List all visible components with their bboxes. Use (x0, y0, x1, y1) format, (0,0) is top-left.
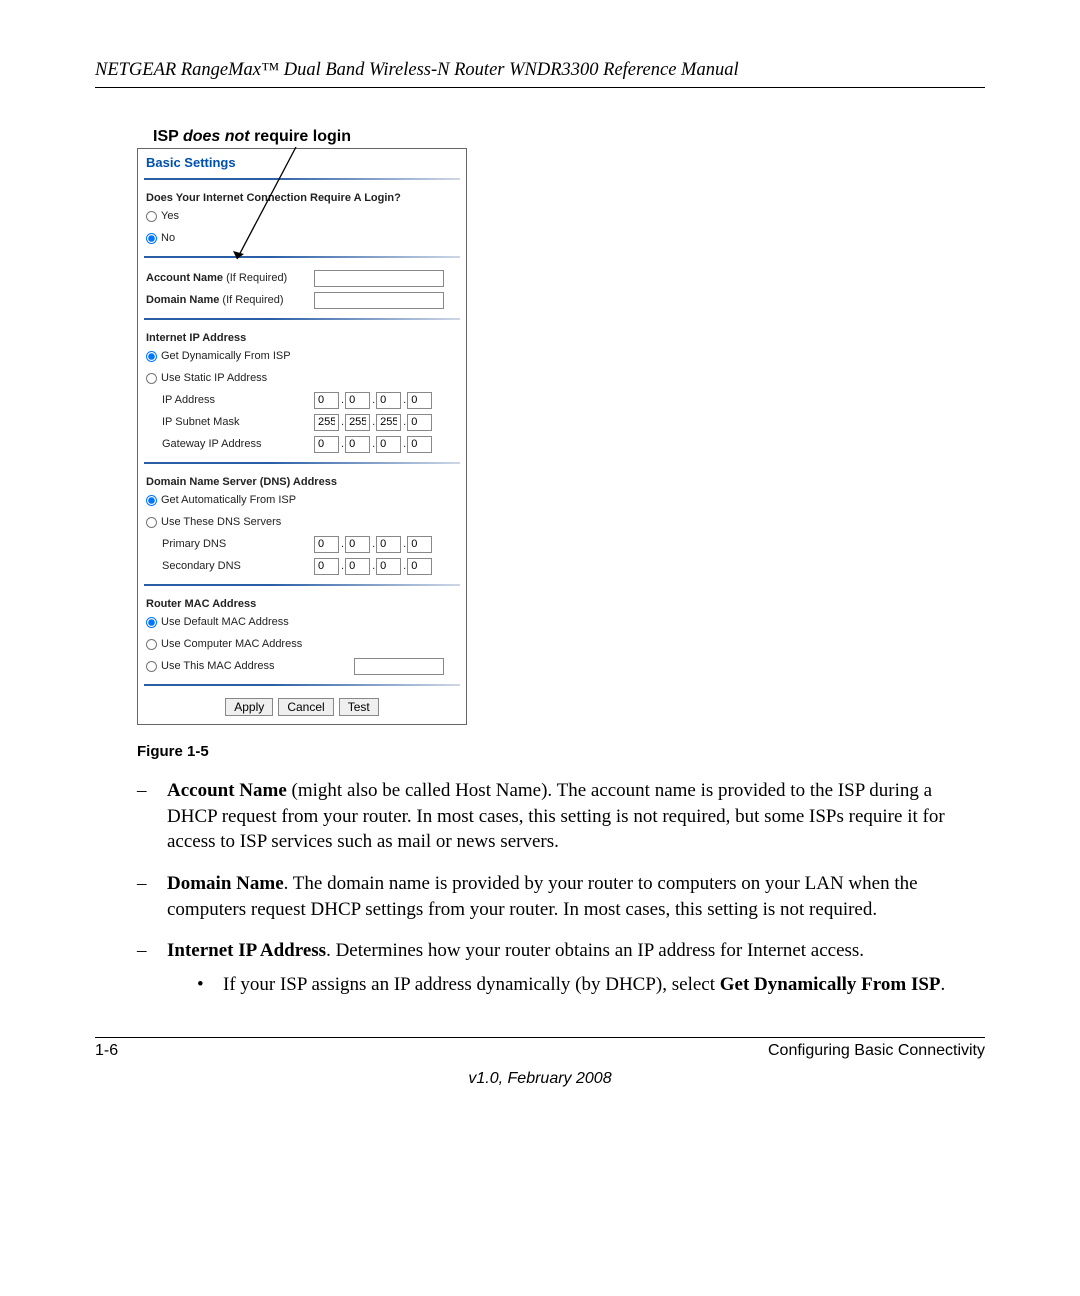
divider (144, 318, 460, 320)
dns-section-title: Domain Name Server (DNS) Address (146, 476, 458, 488)
mac-this-input[interactable] (354, 658, 444, 675)
page-header: NETGEAR RangeMax™ Dual Band Wireless-N R… (95, 60, 985, 88)
sub1-bold: Get Dynamically From ISP (720, 974, 941, 995)
divider (144, 178, 460, 180)
sdns-oct2[interactable] (345, 558, 370, 575)
sub-list: If your ISP assigns an IP address dynami… (197, 972, 985, 998)
divider (144, 256, 460, 258)
ip-static-radio[interactable] (146, 373, 157, 384)
list-item: Internet IP Address. Determines how your… (137, 938, 985, 997)
page-footer: 1-6 Configuring Basic Connectivity (95, 1042, 985, 1060)
ip-oct3[interactable] (376, 392, 401, 409)
login-no-label: No (161, 232, 175, 244)
ip-section: Internet IP Address Get Dynamically From… (138, 326, 466, 458)
login-question: Does Your Internet Connection Require A … (146, 192, 458, 204)
ip-static-label: Use Static IP Address (161, 372, 267, 384)
mac-default-radio[interactable] (146, 617, 157, 628)
mac-section: Router MAC Address Use Default MAC Addre… (138, 592, 466, 680)
divider (144, 584, 460, 586)
test-button[interactable]: Test (339, 698, 379, 716)
subnet-oct2[interactable] (345, 414, 370, 431)
pdns-oct1[interactable] (314, 536, 339, 553)
domain-name-label: Domain Name (146, 294, 219, 306)
sub1-pre: If your ISP assigns an IP address dynami… (223, 974, 720, 995)
login-no-radio[interactable] (146, 233, 157, 244)
secondary-dns-label: Secondary DNS (162, 560, 314, 572)
mac-computer-radio[interactable] (146, 639, 157, 650)
item3-text: . Determines how your router obtains an … (326, 940, 864, 961)
panel-title: Basic Settings (138, 149, 466, 174)
pdns-oct3[interactable] (376, 536, 401, 553)
mac-section-title: Router MAC Address (146, 598, 458, 610)
ip-address-label: IP Address (162, 394, 314, 406)
sdns-oct1[interactable] (314, 558, 339, 575)
gw-oct4[interactable] (407, 436, 432, 453)
subnet-label: IP Subnet Mask (162, 416, 314, 428)
sub1-post: . (941, 974, 946, 995)
dns-auto-label: Get Automatically From ISP (161, 494, 296, 506)
mac-this-radio[interactable] (146, 661, 157, 672)
sdns-oct4[interactable] (407, 558, 432, 575)
domain-name-input[interactable] (314, 292, 444, 309)
mac-default-label: Use Default MAC Address (161, 616, 289, 628)
ip-oct1[interactable] (314, 392, 339, 409)
account-if-label: (If Required) (223, 272, 287, 284)
login-yes-radio[interactable] (146, 211, 157, 222)
mac-this-label: Use This MAC Address (161, 660, 354, 672)
list-item: Domain Name. The domain name is provided… (137, 871, 985, 922)
ip-oct4[interactable] (407, 392, 432, 409)
login-yes-label: Yes (161, 210, 179, 222)
gw-oct2[interactable] (345, 436, 370, 453)
dns-these-label: Use These DNS Servers (161, 516, 281, 528)
item3-bold: Internet IP Address (167, 940, 326, 961)
sdns-oct3[interactable] (376, 558, 401, 575)
list-item: Account Name (might also be called Host … (137, 778, 985, 855)
divider (144, 462, 460, 464)
account-name-input[interactable] (314, 270, 444, 287)
gateway-label: Gateway IP Address (162, 438, 314, 450)
dns-section: Domain Name Server (DNS) Address Get Aut… (138, 470, 466, 580)
pdns-oct4[interactable] (407, 536, 432, 553)
footer-rule (95, 1037, 985, 1038)
account-name-label: Account Name (146, 272, 223, 284)
primary-dns-label: Primary DNS (162, 538, 314, 550)
button-bar: Apply Cancel Test (138, 692, 466, 724)
pdns-oct2[interactable] (345, 536, 370, 553)
basic-settings-panel: Basic Settings Does Your Internet Connec… (137, 148, 467, 725)
apply-button[interactable]: Apply (225, 698, 273, 716)
item1-bold: Account Name (167, 780, 287, 801)
body-list: Account Name (might also be called Host … (137, 778, 985, 997)
footer-right: Configuring Basic Connectivity (768, 1042, 985, 1060)
login-section: Does Your Internet Connection Require A … (138, 186, 466, 252)
ip-oct2[interactable] (345, 392, 370, 409)
footer-left: 1-6 (95, 1042, 118, 1060)
item2-bold: Domain Name (167, 873, 284, 894)
gw-oct3[interactable] (376, 436, 401, 453)
account-section: Account Name (If Required) Domain Name (… (138, 264, 466, 314)
mac-computer-label: Use Computer MAC Address (161, 638, 302, 650)
footer-center: v1.0, February 2008 (95, 1070, 985, 1088)
subnet-oct4[interactable] (407, 414, 432, 431)
dns-auto-radio[interactable] (146, 495, 157, 506)
figure-label: Figure 1-5 (137, 743, 985, 760)
callout-label: ISP does not require login (153, 128, 985, 146)
figure-wrap: Basic Settings Does Your Internet Connec… (137, 148, 985, 725)
dns-these-radio[interactable] (146, 517, 157, 528)
ip-dynamic-radio[interactable] (146, 351, 157, 362)
cancel-button[interactable]: Cancel (278, 698, 333, 716)
ip-dynamic-label: Get Dynamically From ISP (161, 350, 291, 362)
subnet-oct1[interactable] (314, 414, 339, 431)
gw-oct1[interactable] (314, 436, 339, 453)
sub-list-item: If your ISP assigns an IP address dynami… (197, 972, 985, 998)
ip-section-title: Internet IP Address (146, 332, 458, 344)
divider (144, 684, 460, 686)
subnet-oct3[interactable] (376, 414, 401, 431)
domain-if-label: (If Required) (219, 294, 283, 306)
